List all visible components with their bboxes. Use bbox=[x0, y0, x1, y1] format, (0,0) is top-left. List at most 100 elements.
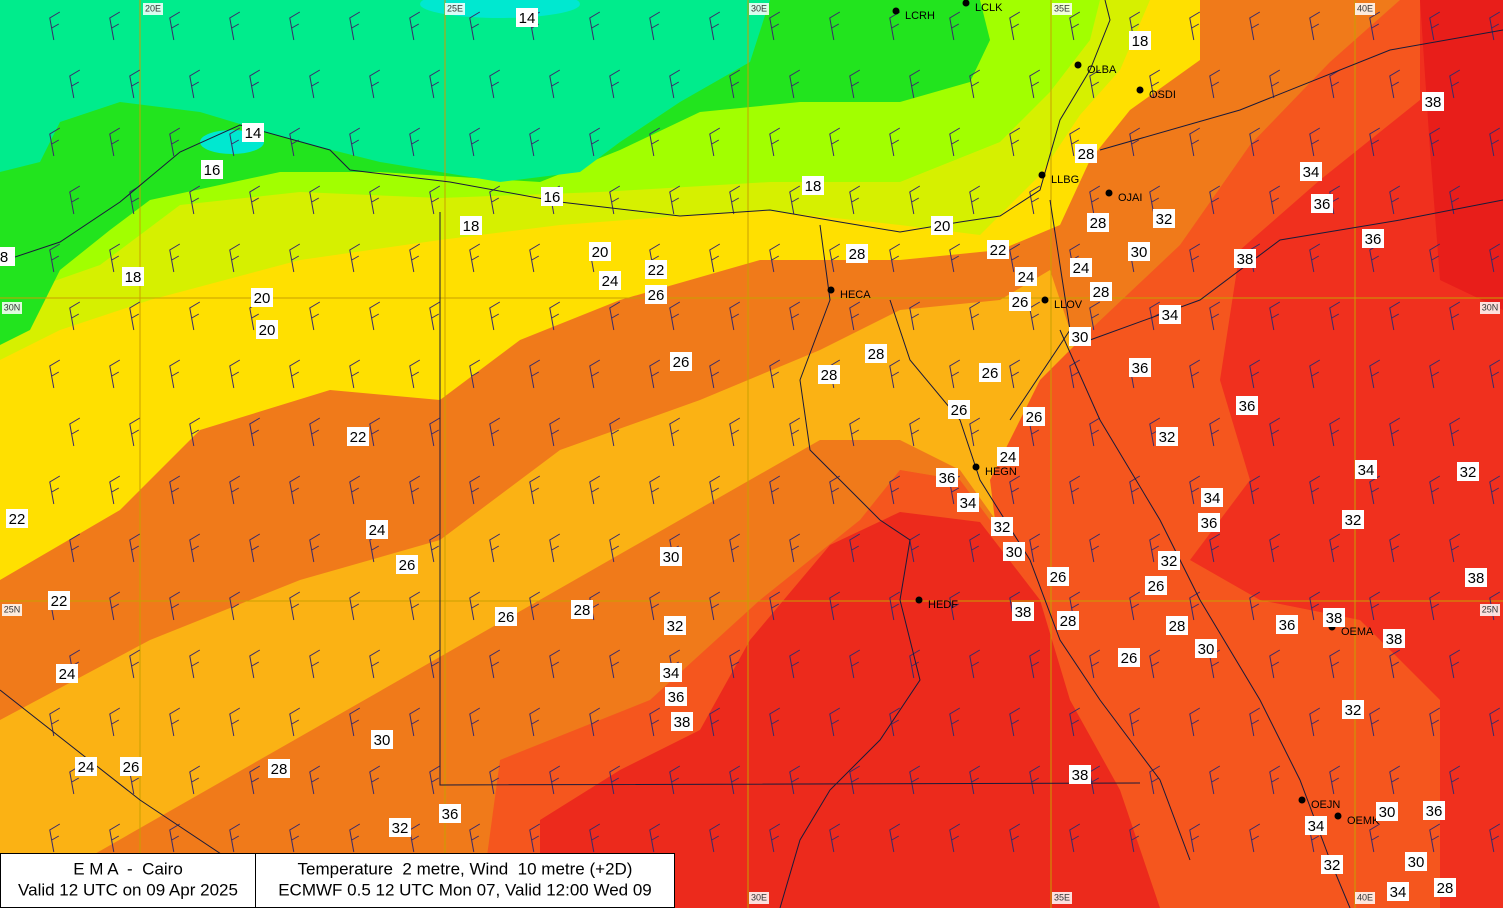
wind-barb bbox=[709, 243, 721, 273]
wind-barb bbox=[49, 707, 61, 737]
station-dot bbox=[962, 0, 970, 7]
temperature-label: 30 bbox=[1379, 804, 1396, 821]
wind-barb bbox=[309, 649, 321, 679]
wind-barb bbox=[369, 649, 381, 679]
temperature-label-box bbox=[979, 363, 1001, 382]
wind-barb bbox=[69, 185, 81, 215]
wind-barb bbox=[489, 301, 501, 331]
temperature-label-box bbox=[1015, 267, 1037, 286]
wind-barb bbox=[229, 475, 241, 505]
wind-barb bbox=[549, 301, 561, 331]
wind-barb bbox=[829, 243, 841, 273]
wind-barb bbox=[1189, 359, 1201, 389]
wind-barb bbox=[589, 823, 601, 853]
wind-barb bbox=[1089, 417, 1101, 447]
temperature-label: 26 bbox=[1012, 294, 1029, 311]
wind-barb bbox=[429, 649, 441, 679]
station-dot bbox=[1041, 296, 1049, 304]
temperature-label-box bbox=[664, 616, 686, 635]
wind-barb bbox=[769, 127, 781, 157]
wind-barb bbox=[1269, 649, 1281, 679]
grid-label: 35E bbox=[1054, 3, 1070, 13]
grid-label: 30N bbox=[1482, 302, 1499, 312]
wind-barb bbox=[1009, 707, 1021, 737]
wind-barb bbox=[489, 533, 501, 563]
wind-barb bbox=[49, 127, 61, 157]
temperature-label-box bbox=[1276, 615, 1298, 634]
wind-barb bbox=[349, 475, 361, 505]
temperature-label: 32 bbox=[1156, 211, 1173, 228]
station-dot bbox=[1105, 189, 1113, 197]
wind-barb bbox=[889, 591, 901, 621]
temperature-label: 18 bbox=[1132, 33, 1149, 50]
wind-barb bbox=[1309, 243, 1321, 273]
border bbox=[1099, 29, 1503, 151]
wind-barb bbox=[469, 243, 481, 273]
wind-barb bbox=[1489, 475, 1501, 505]
temperature-label: 30 bbox=[1198, 641, 1215, 658]
coastline bbox=[889, 299, 1191, 861]
wind-barb bbox=[1149, 765, 1161, 795]
wind-barb bbox=[1029, 533, 1041, 563]
wind-barb bbox=[49, 359, 61, 389]
temperature-label: 30 bbox=[1131, 244, 1148, 261]
temperature-label: 34 bbox=[960, 495, 977, 512]
temperature-label-box bbox=[1321, 855, 1343, 874]
wind-barb bbox=[889, 823, 901, 853]
wind-barb bbox=[789, 185, 801, 215]
wind-barb bbox=[429, 533, 441, 563]
temperature-label-box bbox=[1342, 510, 1364, 529]
wind-barb bbox=[169, 591, 181, 621]
temperature-label: 28 bbox=[1078, 146, 1095, 163]
temperature-label-box bbox=[1434, 878, 1456, 897]
wind-barb bbox=[1089, 301, 1101, 331]
wind-barb bbox=[109, 127, 121, 157]
wind-barb bbox=[709, 11, 721, 41]
wind-barb bbox=[649, 591, 661, 621]
wind-barb bbox=[469, 591, 481, 621]
temperature-label-box bbox=[1069, 765, 1091, 784]
grid-label: 40E bbox=[1357, 3, 1373, 13]
wind-barb bbox=[1429, 359, 1441, 389]
station-label: OEMA bbox=[1341, 626, 1374, 638]
wind-barb bbox=[1249, 707, 1261, 737]
temperature-label-box bbox=[1234, 249, 1256, 268]
wind-barb bbox=[309, 765, 321, 795]
wind-barb bbox=[309, 185, 321, 215]
wind-barb bbox=[829, 127, 841, 157]
temperature-label-box bbox=[1047, 567, 1069, 586]
wind-barb bbox=[469, 127, 481, 157]
wind-barb bbox=[1009, 127, 1021, 157]
wind-barb bbox=[609, 301, 621, 331]
wind-barb bbox=[1249, 475, 1261, 505]
footer-valid: Valid 12 UTC on 09 Apr 2025 bbox=[18, 880, 238, 899]
temperature-label-box bbox=[1362, 229, 1384, 248]
temperature-label-box bbox=[1128, 242, 1150, 261]
wind-barb bbox=[229, 591, 241, 621]
temperature-label-box bbox=[541, 187, 563, 206]
wind-barb bbox=[409, 707, 421, 737]
temperature-label: 20 bbox=[259, 322, 276, 339]
temperature-label: 22 bbox=[990, 242, 1007, 259]
temperature-label-box bbox=[1465, 568, 1487, 587]
wind-barb bbox=[1089, 533, 1101, 563]
temperature-label: 22 bbox=[51, 593, 68, 610]
temperature-label: 24 bbox=[369, 522, 386, 539]
wind-barb bbox=[729, 69, 741, 99]
wind-barb bbox=[789, 765, 801, 795]
wind-barb bbox=[369, 69, 381, 99]
wind-barb bbox=[189, 649, 201, 679]
wind-barb bbox=[529, 823, 541, 853]
temperature-label-box bbox=[495, 607, 517, 626]
wind-barb bbox=[849, 69, 861, 99]
temperature-label: 20 bbox=[934, 218, 951, 235]
wind-barb bbox=[1329, 69, 1341, 99]
wind-barb bbox=[1129, 707, 1141, 737]
temperature-label-box bbox=[818, 365, 840, 384]
wind-barb bbox=[189, 301, 201, 331]
temperature-label: 20 bbox=[592, 244, 609, 261]
temperature-label-box bbox=[645, 285, 667, 304]
field-gold bbox=[0, 270, 1310, 908]
wind-barb bbox=[1149, 533, 1161, 563]
wind-barb bbox=[1209, 533, 1221, 563]
